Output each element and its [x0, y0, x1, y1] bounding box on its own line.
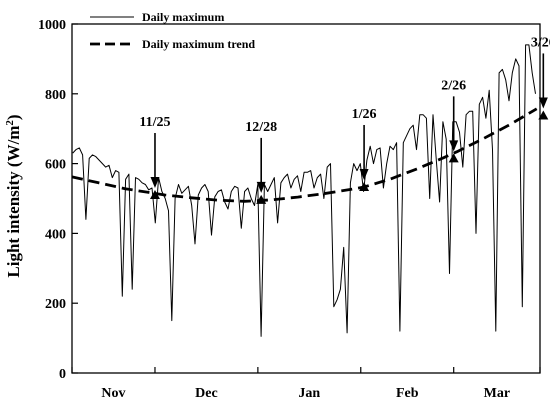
annotation-arrow-head: [256, 181, 266, 193]
y-tick-label: 200: [45, 297, 66, 312]
y-tick-label: 1000: [38, 18, 66, 33]
annotation-arrow-head: [150, 177, 160, 189]
date-annotation-label: 12/28: [245, 120, 277, 135]
daily-maximum-line: [72, 44, 536, 337]
annotation-arrow-head: [449, 140, 459, 152]
annotation-arrow-head: [538, 97, 548, 109]
plot-frame: [71, 23, 541, 374]
trend-marker: [359, 181, 370, 191]
axes-layer: 0 200 400 600 800 1000 Nov Dec Jan Feb Mar: [38, 18, 541, 401]
date-annotation-label: 1/26: [352, 107, 377, 122]
legend-label: Daily maximum: [142, 10, 224, 24]
y-tick-label: 0: [59, 367, 66, 382]
annotation-arrow-head: [359, 168, 369, 180]
y-tick-label: 600: [45, 158, 66, 173]
x-tick-label: Jan: [298, 386, 320, 401]
y-tick-label: 800: [45, 88, 66, 103]
y-tick-label: 400: [45, 227, 66, 242]
marker-layer: [149, 110, 549, 204]
trend-marker: [256, 194, 267, 204]
y-axis-title: Light intensity (W/m2): [4, 114, 23, 277]
date-annotation-label: 2/26: [441, 78, 466, 93]
x-tick-label: Feb: [396, 386, 419, 401]
x-tick-label: Mar: [484, 386, 510, 401]
legend: Daily maximum Daily maximum trend: [90, 10, 255, 51]
x-tick-label: Nov: [101, 386, 125, 401]
x-tick-label: Dec: [195, 386, 218, 401]
legend-label: Daily maximum trend: [142, 37, 255, 51]
trend-marker: [448, 153, 459, 163]
trend-marker: [538, 110, 549, 120]
date-annotation-label: 11/25: [139, 115, 170, 130]
trend-marker: [149, 190, 160, 200]
